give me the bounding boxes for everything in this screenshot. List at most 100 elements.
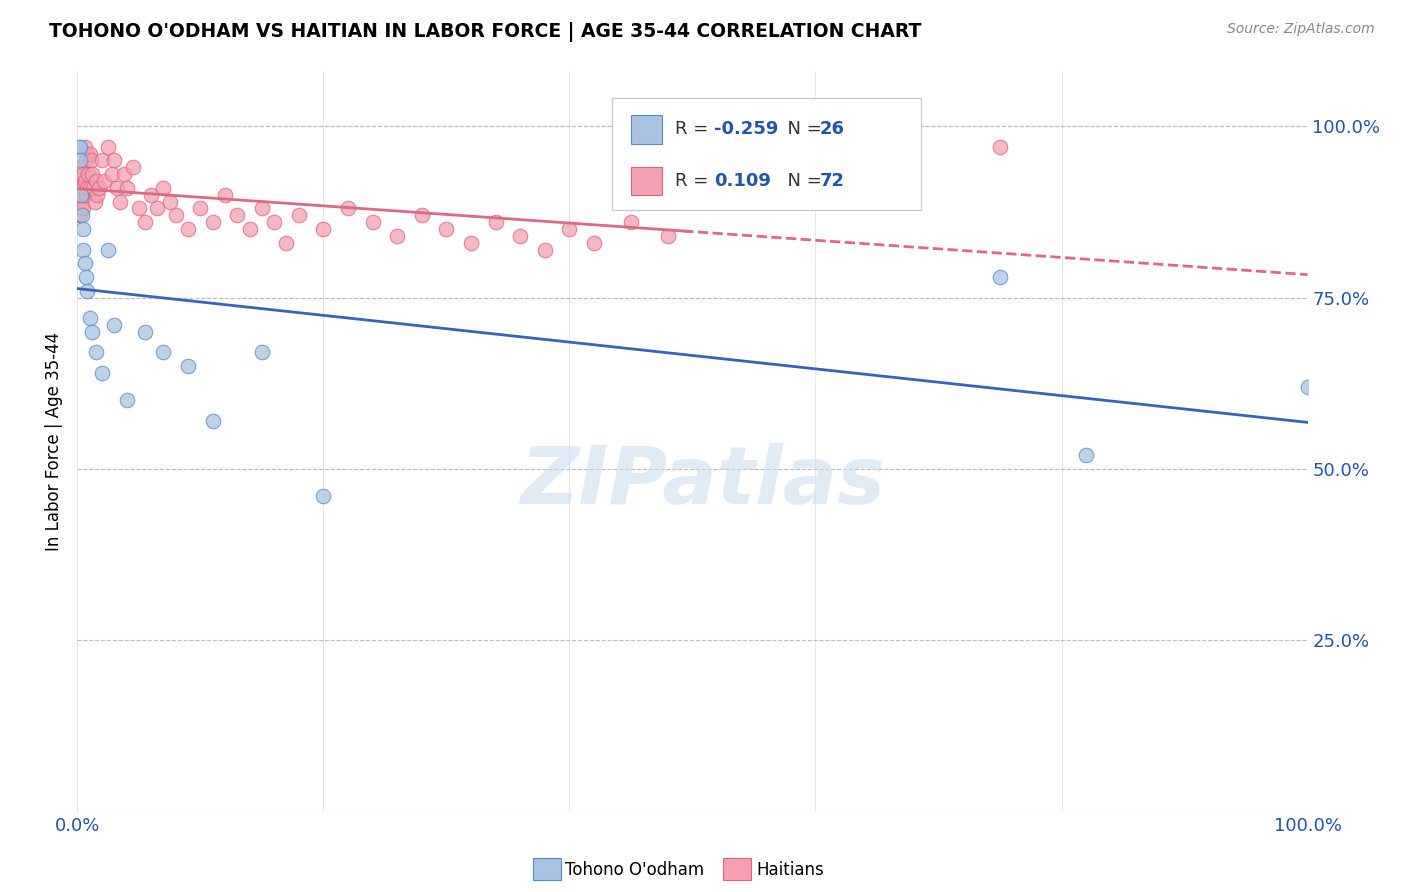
Point [152, 181, 174, 195]
Point [988, 140, 1011, 154]
Point [1296, 380, 1319, 394]
Point [73, 256, 96, 270]
Point [72, 202, 94, 216]
Point [70, 161, 93, 175]
Point [201, 215, 224, 229]
Text: R =: R = [675, 120, 714, 138]
Point [90, 366, 114, 380]
Point [509, 228, 531, 243]
Point [77, 167, 100, 181]
Point [115, 181, 138, 195]
Point [276, 235, 298, 250]
Point [69, 187, 91, 202]
Point [141, 187, 163, 202]
Point [134, 215, 156, 229]
Text: N =: N = [776, 172, 828, 190]
Point [101, 167, 124, 181]
Point [177, 359, 200, 373]
Point [72, 222, 94, 236]
Y-axis label: In Labor Force | Age 35-44: In Labor Force | Age 35-44 [45, 332, 63, 551]
Point [620, 215, 643, 229]
Point [67, 194, 90, 209]
Point [67, 181, 90, 195]
Point [201, 414, 224, 428]
Point [1076, 448, 1098, 462]
Point [67, 208, 90, 222]
Point [239, 222, 262, 236]
Point [485, 215, 508, 229]
Point [146, 202, 169, 216]
Point [97, 140, 120, 154]
Point [93, 174, 115, 188]
Point [534, 243, 557, 257]
Point [460, 235, 482, 250]
Point [385, 228, 409, 243]
Text: 0.109: 0.109 [714, 172, 770, 190]
Point [75, 270, 97, 285]
Point [411, 208, 433, 222]
Point [188, 202, 212, 216]
Point [288, 208, 311, 222]
Point [361, 215, 384, 229]
Text: N =: N = [776, 120, 828, 138]
Point [69, 208, 91, 222]
Point [105, 181, 128, 195]
Text: Source: ZipAtlas.com: Source: ZipAtlas.com [1227, 22, 1375, 37]
Point [80, 153, 103, 168]
Point [79, 146, 101, 161]
Point [152, 345, 174, 359]
Point [84, 174, 107, 188]
Point [73, 140, 96, 154]
Point [90, 153, 114, 168]
Point [250, 345, 273, 359]
Point [70, 181, 93, 195]
Point [72, 167, 94, 181]
Point [69, 167, 91, 181]
Point [436, 222, 458, 236]
Point [82, 325, 104, 339]
Point [165, 208, 187, 222]
Text: Tohono O'odham: Tohono O'odham [565, 861, 704, 879]
Point [312, 222, 335, 236]
Point [312, 489, 335, 503]
Text: Haitians: Haitians [756, 861, 824, 879]
Point [558, 222, 581, 236]
Text: ZIPatlas: ZIPatlas [520, 442, 886, 521]
Point [79, 311, 101, 326]
Point [79, 181, 101, 195]
Point [250, 202, 273, 216]
Point [89, 181, 111, 195]
Point [75, 153, 97, 168]
Point [76, 146, 98, 161]
Point [115, 393, 138, 408]
Point [67, 140, 90, 154]
Point [72, 181, 94, 195]
Point [103, 153, 125, 168]
Point [69, 153, 91, 168]
Point [226, 208, 249, 222]
Point [70, 187, 93, 202]
Point [70, 187, 93, 202]
Point [76, 181, 98, 195]
Point [72, 243, 94, 257]
Point [73, 174, 96, 188]
Point [86, 187, 108, 202]
Text: 72: 72 [820, 172, 845, 190]
Point [128, 202, 150, 216]
Point [134, 325, 156, 339]
Point [121, 161, 143, 175]
Point [70, 161, 93, 175]
Point [84, 345, 107, 359]
Point [82, 167, 104, 181]
Point [97, 243, 120, 257]
Point [103, 318, 125, 332]
Point [75, 187, 97, 202]
Point [69, 140, 91, 154]
Point [177, 222, 200, 236]
Text: R =: R = [675, 172, 720, 190]
Point [263, 215, 285, 229]
Point [112, 167, 135, 181]
Point [70, 202, 93, 216]
Point [83, 194, 105, 209]
Point [70, 208, 93, 222]
